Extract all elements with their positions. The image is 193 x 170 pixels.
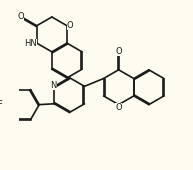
Text: HN: HN [24,39,37,48]
Text: O: O [115,47,122,56]
Text: F: F [0,100,2,109]
Text: O: O [115,103,122,112]
Text: O: O [67,21,74,30]
Text: N: N [50,81,57,90]
Text: O: O [17,12,24,21]
